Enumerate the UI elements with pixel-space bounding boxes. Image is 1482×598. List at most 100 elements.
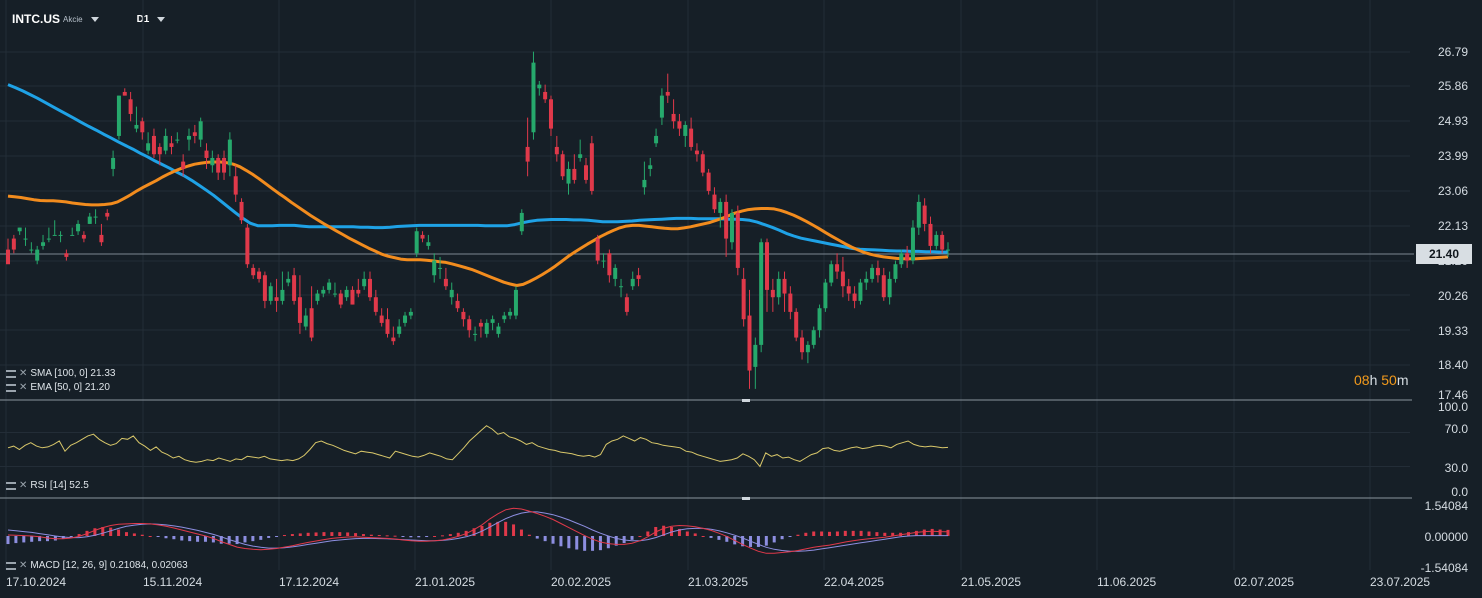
macd-histogram-bar [725,536,729,542]
candle-body [689,128,694,147]
symbol-dropdown-icon[interactable] [90,16,99,22]
macd-histogram-bar [306,532,310,536]
settings-icon[interactable] [6,481,16,490]
macd-histogram-bar [630,536,634,540]
candle-body [344,289,349,298]
macd-histogram-bar [425,536,429,537]
date-axis-label: 21.05.2025 [961,575,1022,589]
candle-body [385,319,390,334]
candle-body [840,271,845,287]
ema-legend[interactable]: ✕ EMA [50, 0] 21.20 [6,382,110,393]
candle-body [624,297,629,312]
settings-icon[interactable] [6,369,16,378]
rsi-axis-label: 0.0 [1451,485,1468,499]
close-icon[interactable]: ✕ [19,368,28,379]
candle-body [572,168,577,180]
macd-histogram-bar [512,524,516,536]
candle-body [899,253,904,265]
macd-histogram-bar [235,536,239,545]
macd-histogram-bar [377,535,381,537]
candle-body [280,289,285,301]
candle-body [537,84,542,89]
date-axis-label: 11.06.2025 [1097,575,1157,589]
instrument-type-label: Akcie [63,14,83,24]
macd-histogram-bar [101,526,105,536]
macd-histogram-bar [448,534,452,536]
macd-histogram-bar [614,536,618,546]
candle-body [251,267,256,276]
sma-legend-label: SMA [100, 0] 21.33 [30,368,116,379]
macd-histogram-bar [583,536,587,551]
candle-body [70,234,75,236]
macd-histogram-bar [93,528,97,536]
macd-histogram-bar [275,536,279,537]
candle-body [157,146,162,155]
macd-histogram-bar [369,534,373,536]
candle-body [239,201,244,221]
macd-histogram-bar [867,531,871,536]
candle-body [309,308,314,338]
candle-body [519,212,524,232]
macd-histogram-bar [575,536,579,550]
date-axis-label: 23.07.2025 [1370,575,1431,589]
price-axis-label: 17.46 [1437,388,1468,402]
macd-axis-label: -1.54084 [1420,561,1468,575]
candle-body [297,297,302,323]
candle-body [403,315,408,323]
macd-histogram-bar [14,536,18,544]
candle-body [513,289,518,316]
candle-body [636,275,641,279]
macd-histogram-bar [259,536,263,540]
candle-body [286,278,291,283]
settings-icon[interactable] [6,561,16,570]
candle-body [379,315,384,323]
macd-histogram-bar [219,536,223,544]
candle-body [677,121,682,129]
macd-histogram-bar [812,531,816,536]
candle-body [718,201,723,213]
macd-histogram-bar [156,536,160,537]
price-axis-label: 23.06 [1437,184,1468,198]
rsi-legend-label: RSI [14] 52.5 [30,480,89,491]
macd-histogram-bar [401,536,405,537]
candle-body [233,176,238,195]
macd-histogram-bar [646,531,650,536]
candle-body [186,135,191,140]
candle-body [700,154,705,173]
macd-histogram-bar [496,521,500,536]
macd-histogram-bar [772,536,776,543]
macd-histogram-bar [591,536,595,551]
settings-icon[interactable] [6,383,16,392]
macd-histogram-bar [132,533,136,536]
candle-body [864,278,869,283]
candle-body [473,333,478,335]
sma-legend[interactable]: ✕ SMA [100, 0] 21.33 [6,368,115,379]
rsi-legend[interactable]: ✕ RSI [14] 52.5 [6,480,89,491]
candle-body [292,275,297,301]
timeframe-dropdown-icon[interactable] [157,16,166,22]
candle-body [438,267,443,269]
countdown-minutes: 50 [1381,372,1397,388]
candle-body [356,289,361,294]
candle-body [76,223,81,232]
macd-histogram-bar [456,532,460,536]
macd-legend-label: MACD [12, 26, 9] 0.21084, 0.02063 [30,560,188,571]
macd-histogram-bar [851,530,855,536]
candle-body [461,311,466,320]
macd-histogram-bar [251,536,255,542]
candle-body [134,124,139,129]
candle-body [694,150,699,155]
macd-legend[interactable]: ✕ MACD [12, 26, 9] 0.21084, 0.02063 [6,560,188,571]
symbol-label[interactable]: INTC.US [12,12,60,26]
close-icon[interactable]: ✕ [19,560,28,571]
macd-histogram-bar [701,536,705,537]
candle-body [706,172,711,191]
close-icon[interactable]: ✕ [19,382,28,393]
ema-path [7,160,949,287]
candle-body [420,234,425,239]
macd-histogram-bar [148,536,152,537]
close-icon[interactable]: ✕ [19,480,28,491]
candle-body [17,227,22,232]
candle-body [881,275,886,298]
